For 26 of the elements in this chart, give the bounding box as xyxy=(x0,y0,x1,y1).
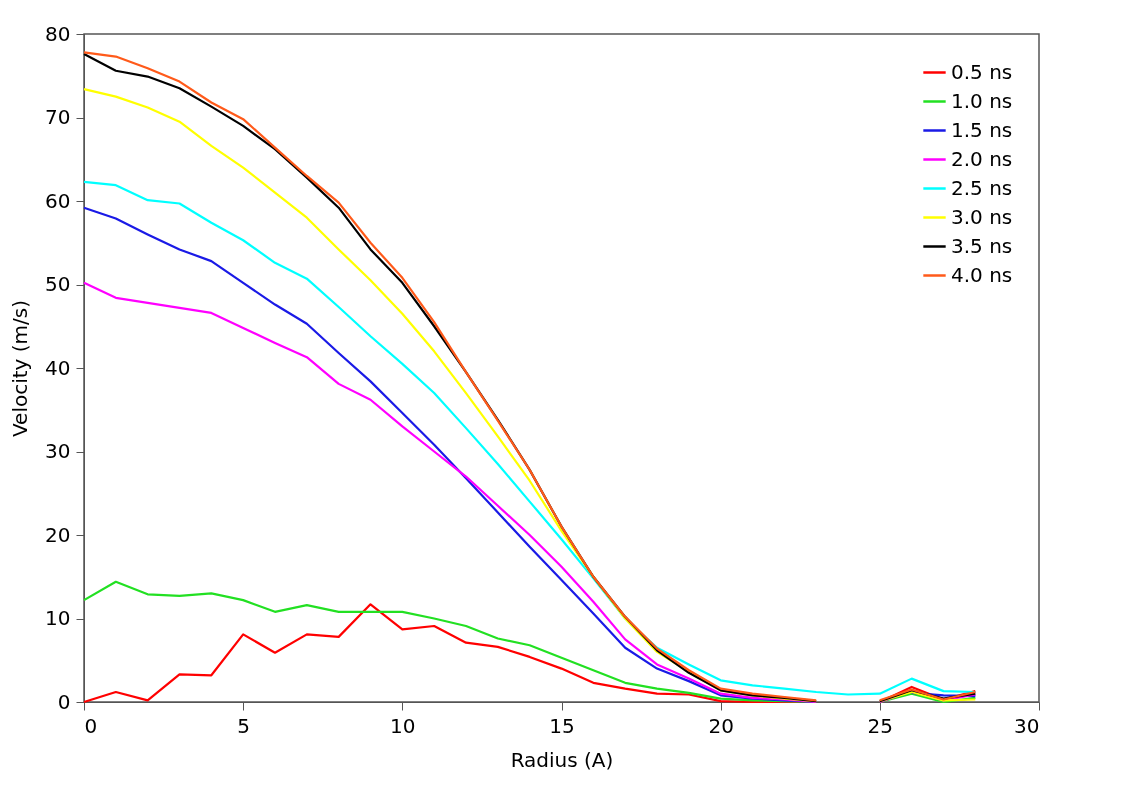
y-tick-label: 20 xyxy=(45,522,71,547)
y-tick-label: 40 xyxy=(45,355,71,380)
legend-label: 1.5 ns xyxy=(951,117,1013,142)
legend-label: 3.5 ns xyxy=(951,233,1013,258)
legend-label: 4.0 ns xyxy=(951,262,1013,287)
x-tick-label: 25 xyxy=(867,713,894,738)
y-tick-label: 0 xyxy=(57,689,71,714)
y-tick-label: 80 xyxy=(45,21,71,46)
x-tick-label: 20 xyxy=(708,713,734,738)
y-tick-label: 70 xyxy=(45,105,71,129)
y-tick-label: 10 xyxy=(45,606,71,630)
legend-label: 1.0 ns xyxy=(951,88,1013,113)
legend-label: 0.5 ns xyxy=(951,59,1013,84)
legend-label: 2.5 ns xyxy=(951,175,1013,200)
x-tick-label: 10 xyxy=(390,713,416,738)
y-tick-label: 60 xyxy=(45,188,71,213)
legend-label: 3.0 ns xyxy=(951,204,1013,229)
x-tick-label: 15 xyxy=(549,713,575,738)
x-axis-title: Radius (A) xyxy=(510,747,614,772)
y-axis-title: Velocity (m/s) xyxy=(8,299,33,438)
y-tick-label: 50 xyxy=(45,272,71,296)
x-tick-label: 30 xyxy=(1014,713,1040,738)
legend-label: 2.0 ns xyxy=(951,146,1013,171)
x-tick-label: 5 xyxy=(237,713,251,738)
x-tick-label: 0 xyxy=(84,713,98,738)
y-tick-label: 30 xyxy=(45,439,71,463)
